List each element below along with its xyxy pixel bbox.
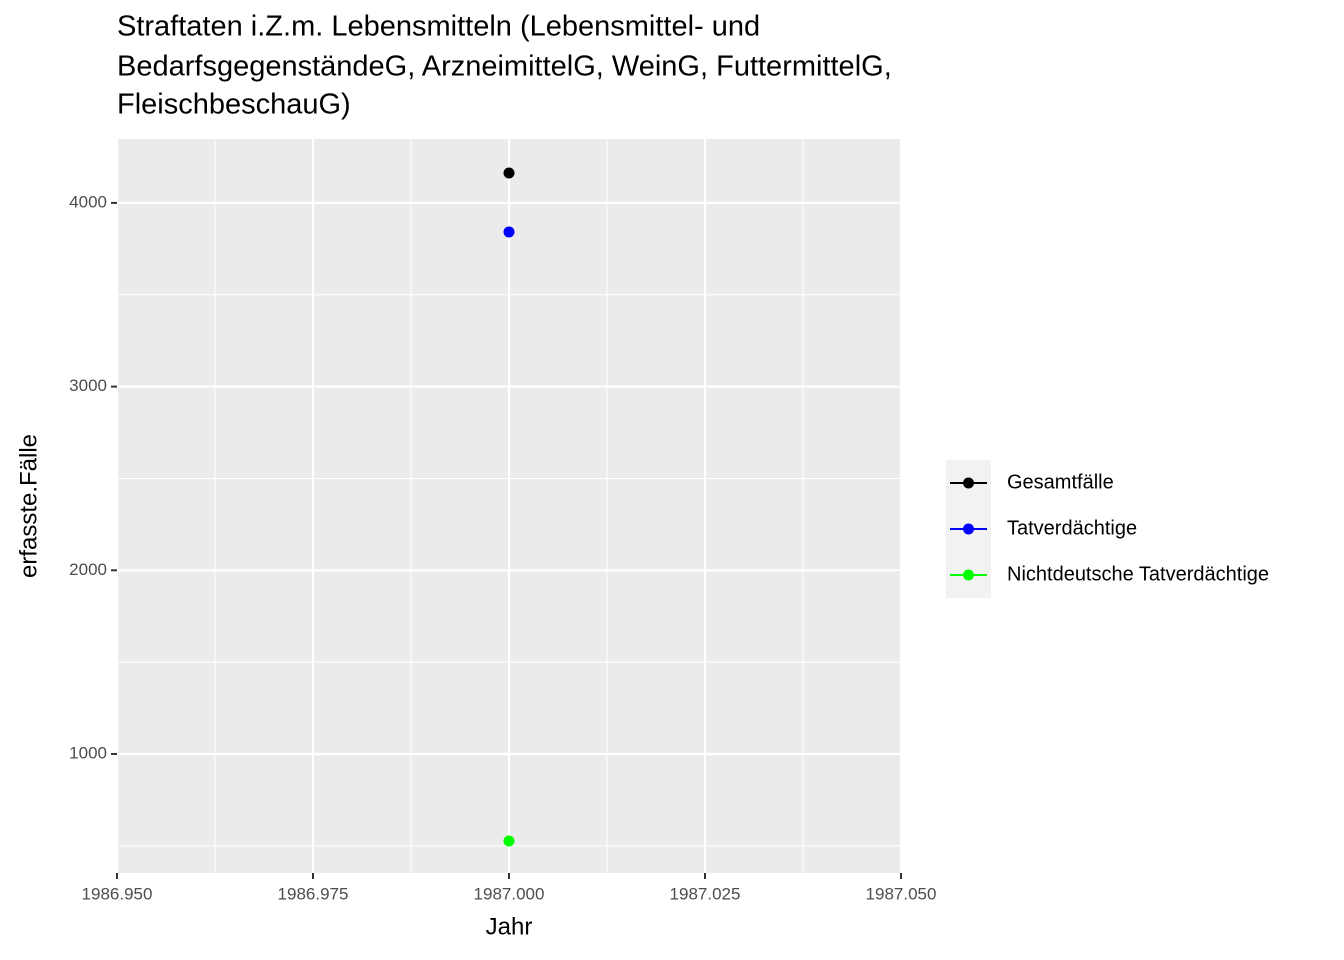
y-tick-label: 2000 [69,560,107,579]
x-tick-label: 1986.975 [278,884,349,903]
legend-key-point [963,477,974,489]
legend-key-point [963,523,974,535]
data-point [503,835,515,847]
data-point [503,167,515,179]
x-tick-label: 1987.000 [474,884,545,903]
legend-key-point [963,569,974,581]
x-axis-title: Jahr [486,913,533,940]
x-tick-label: 1987.025 [670,884,741,903]
y-tick-label: 4000 [69,192,107,211]
chart-title: Straftaten i.Z.m. Lebensmitteln (Lebensm… [117,11,760,43]
y-axis-title: erfasste.Fälle [15,434,42,578]
data-point [503,226,515,238]
legend-label: Gesamtfälle [1007,471,1114,493]
y-tick-label: 3000 [69,376,107,395]
x-tick-label: 1987.050 [866,884,937,903]
chart-title: BedarfsgegenständeG, ArzneimittelG, Wein… [117,51,892,83]
chart-title: FleischbeschauG) [117,89,351,121]
y-tick-label: 1000 [69,743,107,762]
x-tick-label: 1986.950 [82,884,153,903]
legend-label: Tatverdächtige [1007,517,1137,539]
legend-label: Nichtdeutsche Tatverdächtige [1007,563,1269,585]
